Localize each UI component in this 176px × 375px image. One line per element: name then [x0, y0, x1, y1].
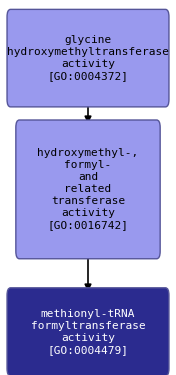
- FancyBboxPatch shape: [7, 9, 169, 107]
- Text: hydroxymethyl-,
formyl-
and
related
transferase
activity
[GO:0016742]: hydroxymethyl-, formyl- and related tran…: [37, 148, 139, 230]
- FancyBboxPatch shape: [16, 120, 160, 259]
- Text: methionyl-tRNA
formyltransferase
activity
[GO:0004479]: methionyl-tRNA formyltransferase activit…: [31, 309, 145, 355]
- FancyBboxPatch shape: [7, 288, 169, 375]
- Text: glycine
hydroxymethyltransferase
activity
[GO:0004372]: glycine hydroxymethyltransferase activit…: [7, 35, 169, 81]
